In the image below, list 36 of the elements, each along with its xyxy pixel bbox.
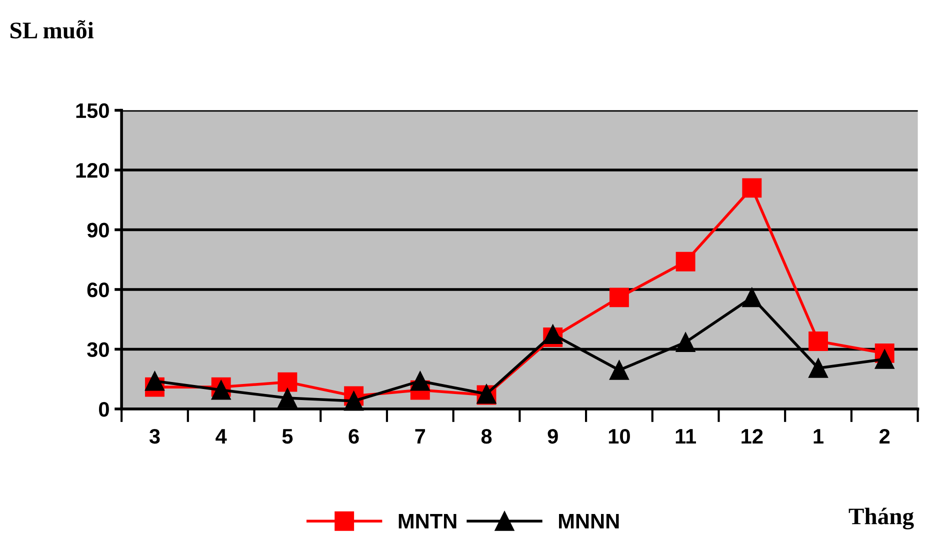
x-tick-label: 11: [676, 429, 696, 444]
x-tick-label: 8: [481, 428, 492, 444]
point: [676, 252, 696, 272]
x-tick-label: 3: [149, 428, 160, 444]
x-tick-label: 4: [216, 429, 227, 444]
point: [278, 388, 298, 408]
point: [609, 360, 629, 380]
point: [808, 332, 828, 351]
y-axis-title: SL muỗi: [10, 20, 94, 39]
y-tick-label: 120: [76, 163, 109, 178]
y-tick-label: 150: [76, 103, 109, 118]
point: [808, 358, 828, 378]
x-tick-label: 9: [548, 428, 558, 444]
x-tick-label: 1: [814, 429, 824, 444]
x-axis-title: Tháng: [848, 508, 914, 530]
point: [742, 288, 762, 308]
x-tick-label: 7: [415, 429, 426, 444]
x-tick-label: 5: [282, 429, 293, 444]
point: [145, 371, 164, 391]
x-tick-label: 12: [742, 428, 763, 444]
point: [742, 178, 762, 198]
y-tick-label: 60: [87, 282, 109, 298]
y-tick-label: 30: [87, 342, 109, 358]
point: [344, 391, 364, 411]
point: [278, 372, 298, 392]
point: [609, 288, 629, 308]
y-tick-label: 0: [99, 402, 109, 417]
y-tick-label: 90: [87, 222, 109, 238]
x-tick-label: 10: [608, 428, 630, 444]
legend-label: MNTN: [398, 514, 456, 528]
point: [676, 332, 696, 352]
point: [874, 349, 894, 369]
x-tick-label: 6: [348, 428, 359, 444]
legend-label: MNNN: [559, 514, 619, 528]
x-tick-label: 2: [880, 428, 890, 444]
point: [410, 371, 430, 391]
